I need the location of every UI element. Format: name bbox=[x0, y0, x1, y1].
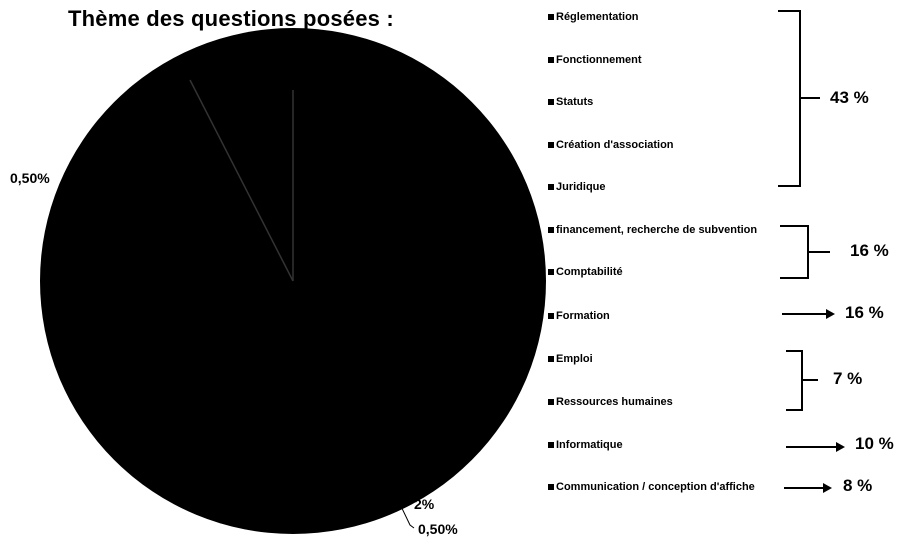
legend-item: Juridique bbox=[548, 181, 606, 193]
legend-label: Réglementation bbox=[556, 11, 639, 23]
data-label: 0,50% bbox=[10, 170, 50, 186]
legend-brackets bbox=[778, 10, 830, 411]
legend-item: Formation bbox=[548, 310, 610, 322]
bracket-group-2 bbox=[780, 225, 830, 279]
legend-label: Création d'association bbox=[556, 139, 674, 151]
legend-item: Informatique bbox=[548, 439, 623, 451]
group-percentage: 16 % bbox=[850, 241, 889, 260]
legend-item: Création d'association bbox=[548, 139, 674, 151]
legend-label: Juridique bbox=[556, 181, 606, 193]
legend-label: Statuts bbox=[556, 96, 594, 108]
leader-line-bottom bbox=[397, 499, 415, 529]
legend-label: Communication / conception d'affiche bbox=[556, 481, 755, 493]
legend-label: Informatique bbox=[556, 439, 623, 451]
legend-arrows bbox=[782, 309, 845, 493]
legend-label: Comptabilité bbox=[556, 266, 623, 278]
slice-divider bbox=[189, 79, 294, 282]
arrow-communication-head bbox=[823, 483, 832, 493]
legend-item: Statuts bbox=[548, 96, 593, 108]
legend-label: Ressources humaines bbox=[556, 396, 673, 408]
legend-item: Emploi bbox=[548, 353, 593, 365]
data-label: 0,50% bbox=[418, 521, 458, 537]
arrow-informatique-head bbox=[836, 442, 845, 452]
legend-swatch bbox=[548, 356, 554, 362]
chart-title: Thème des questions posées : bbox=[68, 6, 394, 31]
legend-swatch bbox=[548, 484, 554, 490]
legend-swatch bbox=[548, 227, 554, 233]
legend-swatch bbox=[548, 399, 554, 405]
legend-label: Emploi bbox=[556, 353, 593, 365]
legend-swatch bbox=[548, 14, 554, 20]
data-label: 2% bbox=[414, 496, 435, 512]
legend-item: Ressources humaines bbox=[548, 396, 673, 408]
bracket-group-4 bbox=[786, 350, 818, 411]
leader-line-left bbox=[67, 181, 77, 187]
bracket-group-1 bbox=[778, 10, 820, 187]
legend-item: Réglementation bbox=[548, 11, 639, 23]
group-percentage: 7 % bbox=[833, 369, 863, 388]
legend-swatch bbox=[548, 442, 554, 448]
group-percentage: 16 % bbox=[845, 303, 884, 322]
group-percentage: 43 % bbox=[830, 88, 869, 107]
legend-label: financement, recherche de subvention bbox=[556, 224, 758, 236]
arrow-formation-head bbox=[826, 309, 835, 319]
legend-label: Fonctionnement bbox=[556, 54, 642, 66]
legend-swatch bbox=[548, 142, 554, 148]
legend-swatch bbox=[548, 99, 554, 105]
legend-item: financement, recherche de subvention bbox=[548, 224, 757, 236]
legend-swatch bbox=[548, 57, 554, 63]
legend-swatch bbox=[548, 184, 554, 190]
legend-item: Comptabilité bbox=[548, 266, 623, 278]
label-leader-lines bbox=[67, 181, 415, 529]
group-percentage: 10 % bbox=[855, 434, 894, 453]
legend-item: Fonctionnement bbox=[548, 54, 642, 66]
group-percentage: 8 % bbox=[843, 476, 873, 495]
legend-item: Communication / conception d'affiche bbox=[548, 481, 755, 493]
legend-label: Formation bbox=[556, 310, 610, 322]
legend-swatch bbox=[548, 269, 554, 275]
legend-swatch bbox=[548, 313, 554, 319]
